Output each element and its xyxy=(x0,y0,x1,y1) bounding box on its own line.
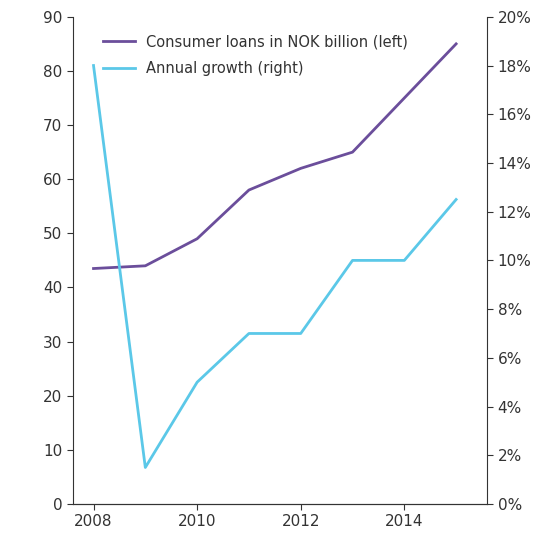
Legend: Consumer loans in NOK billion (left), Annual growth (right): Consumer loans in NOK billion (left), An… xyxy=(97,29,414,82)
